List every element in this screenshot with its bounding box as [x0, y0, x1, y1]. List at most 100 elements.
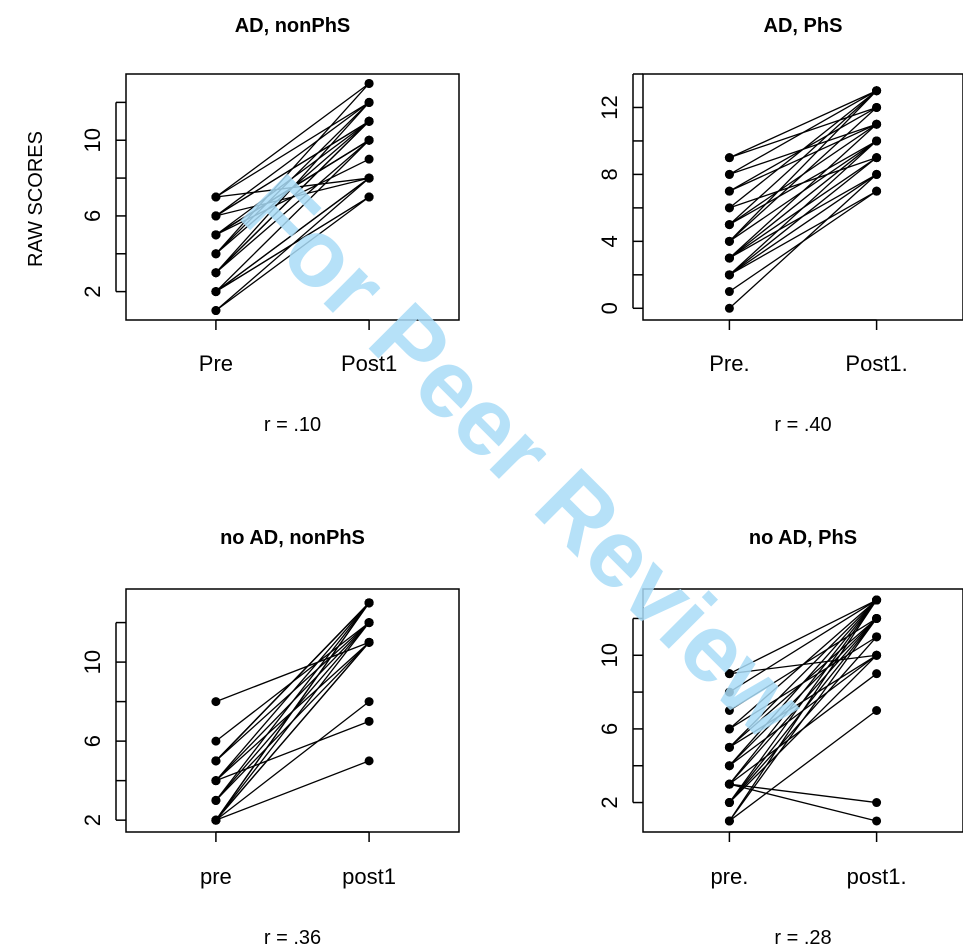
- y-tick-label: 10: [80, 650, 105, 674]
- data-point-post: [364, 756, 374, 766]
- y-tick-label: 0: [597, 302, 622, 314]
- subject-line: [728, 90, 878, 242]
- correlation-label: r = .40: [774, 414, 831, 436]
- data-point-post: [364, 97, 374, 107]
- panel-title: AD, nonPhS: [235, 15, 351, 37]
- subject-line: [729, 173, 877, 276]
- data-point-post: [872, 169, 882, 179]
- subject-line: [728, 123, 878, 259]
- data-point-post: [872, 136, 882, 146]
- y-tick-label: 4: [597, 235, 622, 247]
- plot-frame: [642, 73, 963, 321]
- data-point-pre: [724, 203, 734, 213]
- data-point-post: [364, 78, 374, 88]
- y-axis-label: RAW SCORES: [25, 131, 47, 267]
- subject-line: [729, 90, 877, 159]
- data-point-post: [364, 173, 374, 183]
- data-point-pre: [724, 816, 734, 826]
- subject-line: [728, 599, 878, 785]
- subject-line: [728, 173, 878, 309]
- data-point-pre: [211, 211, 221, 221]
- subject-line: [215, 101, 370, 198]
- data-point-pre: [724, 169, 734, 179]
- subject-line: [728, 636, 878, 803]
- y-tick-label: 2: [80, 285, 105, 297]
- subject-line: [729, 123, 877, 176]
- x-tick-label: Post1: [341, 351, 397, 376]
- data-point-post: [364, 192, 374, 202]
- data-point-post: [872, 669, 882, 679]
- panel-2: AD, PhS 0 4 8 12 Pre. Post1. r = .40: [597, 15, 963, 436]
- data-point-pre: [724, 236, 734, 246]
- data-point-post: [364, 637, 374, 647]
- x-tick-label: Pre.: [709, 351, 749, 376]
- subject-line: [728, 599, 878, 730]
- subject-line: [728, 140, 878, 259]
- subject-line: [215, 701, 370, 821]
- y-tick-label: 6: [80, 735, 105, 747]
- data-point-pre: [724, 303, 734, 313]
- subject-line: [215, 101, 370, 217]
- panel-title: AD, PhS: [764, 15, 843, 37]
- subject-line: [215, 83, 370, 255]
- subject-line: [729, 783, 877, 822]
- subject-line: [215, 602, 370, 762]
- subject-line: [215, 177, 370, 217]
- correlation-label: r = .36: [264, 927, 321, 949]
- data-point-pre: [724, 669, 734, 679]
- data-point-pre: [724, 220, 734, 230]
- x-tick-label: pre.: [710, 864, 748, 889]
- data-point-pre: [724, 153, 734, 163]
- y-tick-label: 2: [80, 814, 105, 826]
- data-point-pre: [211, 230, 221, 240]
- subject-line: [728, 599, 878, 767]
- data-point-pre: [211, 249, 221, 259]
- subject-line: [215, 641, 370, 801]
- subject-line: [728, 654, 878, 804]
- subject-line: [215, 602, 370, 821]
- data-point-post: [364, 154, 374, 164]
- panel-3: no AD, nonPhS 2 6 10 pre post1 r = .36: [80, 527, 460, 949]
- data-point-post: [872, 153, 882, 163]
- subject-line: [729, 599, 877, 675]
- data-point-post: [872, 798, 882, 808]
- data-point-post: [872, 706, 882, 715]
- data-point-pre: [211, 287, 221, 297]
- data-point-pre: [724, 706, 734, 715]
- x-tick-label: post1.: [847, 864, 907, 889]
- y-tick-label: 10: [597, 643, 622, 667]
- data-point-pre: [724, 798, 734, 808]
- correlation-label: r = .28: [774, 927, 831, 949]
- data-point-pre: [211, 268, 221, 278]
- data-point-post: [872, 595, 882, 605]
- data-point-pre: [211, 815, 221, 825]
- data-point-post: [872, 816, 882, 826]
- subject-line: [729, 90, 877, 175]
- data-point-pre: [724, 779, 734, 789]
- subject-line: [728, 90, 878, 226]
- panel-title: no AD, nonPhS: [220, 527, 365, 549]
- data-point-post: [364, 618, 374, 628]
- data-point-pre: [211, 306, 221, 316]
- subject-line: [728, 140, 878, 276]
- panel-title: no AD, PhS: [749, 527, 857, 549]
- data-point-pre: [724, 270, 734, 280]
- subject-line: [729, 157, 877, 209]
- data-point-pre: [211, 192, 221, 202]
- correlation-label: r = .10: [264, 414, 321, 436]
- subject-line: [728, 599, 878, 803]
- data-point-pre: [211, 756, 221, 766]
- subject-line: [728, 599, 878, 748]
- y-tick-label: 6: [80, 210, 105, 222]
- x-tick-label: pre: [200, 864, 232, 889]
- subject-line: [729, 709, 877, 822]
- y-tick-label: 6: [597, 723, 622, 735]
- subject-line: [215, 196, 370, 312]
- data-point-post: [872, 632, 882, 642]
- y-tick-label: 2: [597, 796, 622, 808]
- data-point-pre: [724, 287, 734, 297]
- x-tick-label: Post1.: [845, 351, 907, 376]
- x-tick-label: Pre: [199, 351, 233, 376]
- subject-line: [728, 106, 878, 242]
